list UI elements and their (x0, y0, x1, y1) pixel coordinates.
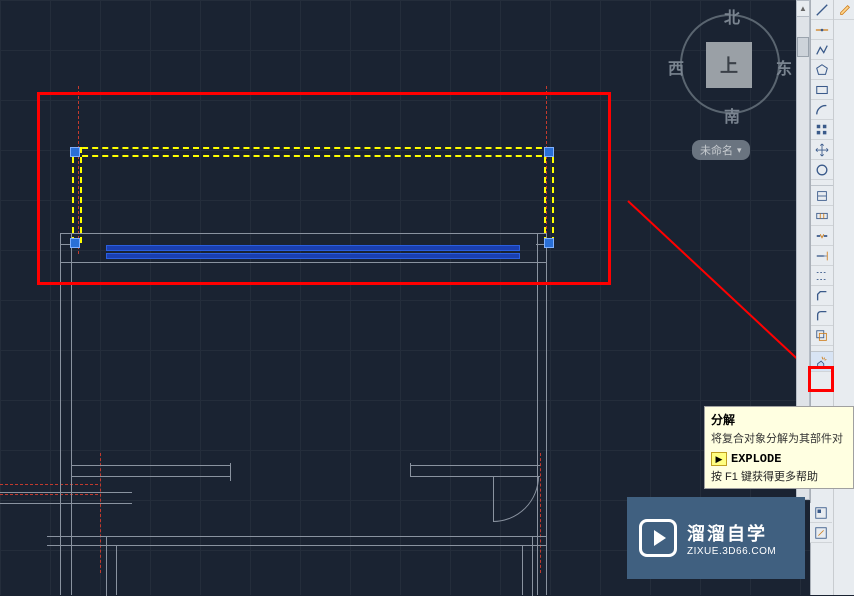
explode-tooltip: 分解 将复合对象分解为其部件对 ▶ EXPLODE 按 F1 键获得更多帮助 (704, 406, 854, 489)
tooltip-help: 按 F1 键获得更多帮助 (711, 468, 847, 484)
annotation-arrow (627, 200, 813, 373)
wall-line (522, 545, 523, 595)
wall-line (0, 492, 132, 493)
axis-line (0, 484, 98, 485)
wall-line (116, 545, 117, 595)
move-button[interactable] (811, 140, 833, 160)
wall-line (47, 536, 547, 537)
axis-line (540, 453, 541, 573)
wall-line (546, 233, 547, 595)
viewcube-west-label[interactable]: 西 (668, 55, 684, 79)
viewcube-east-label[interactable]: 东 (776, 55, 792, 79)
view-name-dropdown[interactable]: 未命名 (692, 140, 750, 160)
watermark-title: 溜溜自学 (687, 520, 776, 546)
viewcube-north-label[interactable]: 北 (724, 4, 740, 28)
wall-line (71, 233, 72, 595)
trim-divider-button[interactable] (811, 266, 833, 286)
nav-panel (810, 503, 832, 543)
tool-button[interactable] (811, 206, 833, 226)
offset-button[interactable] (811, 326, 833, 346)
tool-button[interactable] (811, 186, 833, 206)
break-button[interactable] (811, 226, 833, 246)
wall-line (0, 503, 132, 504)
nav-full-button[interactable] (810, 503, 832, 523)
array-button[interactable] (811, 120, 833, 140)
play-icon (639, 519, 677, 557)
tooltip-description: 将复合对象分解为其部件对 (711, 430, 847, 446)
nav-pan-button[interactable] (810, 523, 832, 543)
axis-line (0, 494, 98, 495)
rectangle-button[interactable] (811, 80, 833, 100)
annotation-highlight-box (37, 92, 611, 285)
wall-line (537, 233, 538, 595)
scroll-thumb[interactable] (797, 37, 809, 57)
tooltip-title: 分解 (711, 411, 847, 428)
tooltip-command: EXPLODE (731, 452, 781, 466)
wall-line (106, 536, 107, 596)
polygon-button[interactable] (811, 60, 833, 80)
construction-line-button[interactable] (811, 20, 833, 40)
viewcube-south-label[interactable]: 南 (724, 103, 740, 127)
watermark: 溜溜自学 ZIXUE.3D66.COM (627, 497, 805, 579)
wall-line (71, 465, 231, 466)
watermark-url: ZIXUE.3D66.COM (687, 546, 776, 557)
pencil-edit-button[interactable] (834, 0, 854, 20)
wall-line (71, 476, 231, 477)
viewcube[interactable]: 上 北 南 东 西 (660, 0, 790, 130)
polyline-button[interactable] (811, 40, 833, 60)
viewcube-top-face[interactable]: 上 (706, 42, 752, 88)
wall-line (410, 463, 411, 477)
command-icon: ▶ (711, 452, 727, 466)
axis-line (100, 453, 101, 573)
scroll-up-button[interactable]: ▲ (797, 1, 809, 17)
annotation-tool-highlight (808, 366, 834, 392)
wall-line (410, 465, 540, 466)
circle-button[interactable] (811, 160, 833, 180)
wall-line (230, 463, 231, 481)
arc-button[interactable] (811, 100, 833, 120)
wall-line (532, 536, 533, 596)
wall-line (47, 545, 547, 546)
draw-line-button[interactable] (811, 0, 833, 20)
wall-line (60, 233, 61, 595)
extend-button[interactable] (811, 246, 833, 266)
fillet-button[interactable] (811, 306, 833, 326)
chamfer-button[interactable] (811, 286, 833, 306)
